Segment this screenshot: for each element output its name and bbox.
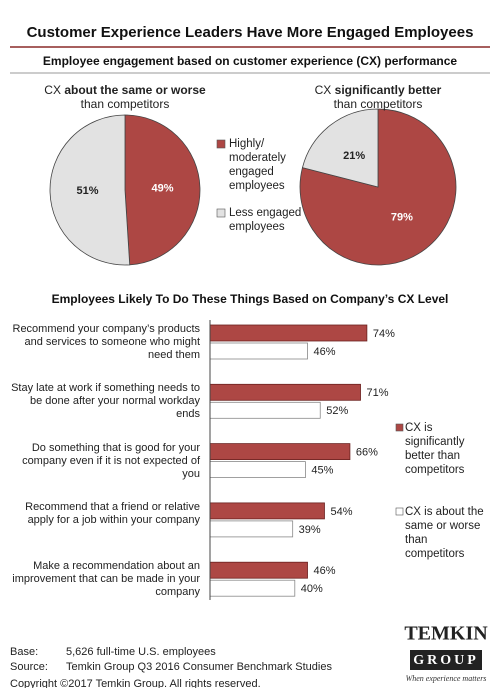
data-label: 46%: [314, 346, 336, 358]
legend-label: Less engaged employees: [229, 207, 302, 233]
legend-label: CX is about the same or worse than compe…: [405, 506, 484, 560]
data-label: 74%: [373, 328, 395, 340]
category-label: Stay late at work if something needs to …: [11, 382, 200, 421]
category-label: Make a recommendation about an improveme…: [12, 560, 200, 599]
legend-swatch: [395, 423, 404, 432]
data-label: 39%: [299, 524, 321, 536]
logo-name: TEMKIN: [404, 623, 488, 645]
data-label: 51%: [77, 185, 99, 197]
data-label: 49%: [151, 183, 173, 195]
pie-title-rest: than competitors: [333, 97, 423, 111]
bar-title: Employees Likely To Do These Things Base…: [52, 292, 449, 306]
pie-title-lead: CX: [44, 83, 61, 97]
pie-title: CX about the same or worse than competito…: [15, 83, 235, 111]
bar: [209, 561, 308, 579]
bar: [209, 383, 361, 401]
pie-title-rest: than competitors: [80, 97, 170, 111]
pie-title-bold: significantly better: [334, 83, 442, 97]
data-label: 46%: [314, 565, 336, 577]
data-label: 21%: [343, 150, 365, 162]
data-label: 66%: [356, 447, 378, 459]
pie-slice: [301, 108, 379, 188]
category-label: Do something that is good for your compa…: [22, 441, 200, 480]
data-label: 52%: [326, 405, 348, 417]
legend-swatch: [395, 507, 404, 516]
source: Temkin Group Q3 2016 Consumer Benchmark …: [66, 661, 332, 673]
subtitle: Employee engagement based on customer ex…: [43, 54, 457, 68]
data-label: 45%: [311, 465, 333, 477]
category-label: Recommend that a friend or relative appl…: [25, 500, 200, 526]
bar: [209, 324, 368, 342]
logo-tagline: When experience matters: [406, 674, 487, 683]
base-label: Base:: [10, 646, 38, 658]
bar: [209, 520, 294, 538]
pie-title-lead: CX: [314, 83, 332, 97]
category-label: Recommend your company’s products and se…: [12, 323, 201, 361]
legend-label: Highly/ moderately engaged employees: [229, 138, 286, 192]
legend-label: CX is significantly better than competit…: [405, 422, 465, 476]
pie-slice: [124, 114, 201, 266]
page-title: Customer Experience Leaders Have More En…: [27, 24, 474, 41]
legend-swatch: [216, 139, 226, 149]
data-label: 79%: [391, 212, 413, 224]
data-label: 40%: [301, 583, 323, 595]
copyright: Copyright ©2017 Temkin Group. All rights…: [10, 678, 261, 688]
data-label: 71%: [367, 387, 389, 399]
logo-group: GROUP: [413, 653, 479, 668]
legend-swatch: [216, 208, 226, 218]
pie-slice: [49, 114, 131, 266]
pie-title: CX significantly better than competitors: [268, 83, 488, 111]
data-label: 54%: [330, 506, 352, 518]
source-label: Source:: [10, 661, 48, 673]
bar: [209, 401, 321, 419]
pie-title-bold: about the same or worse: [64, 83, 206, 97]
bar: [209, 579, 296, 597]
bar: [209, 502, 325, 520]
bar: [209, 342, 308, 360]
logo-box: [410, 650, 482, 670]
bar: [209, 461, 306, 479]
base: 5,626 full-time U.S. employees: [66, 646, 216, 658]
bar: [209, 443, 351, 461]
